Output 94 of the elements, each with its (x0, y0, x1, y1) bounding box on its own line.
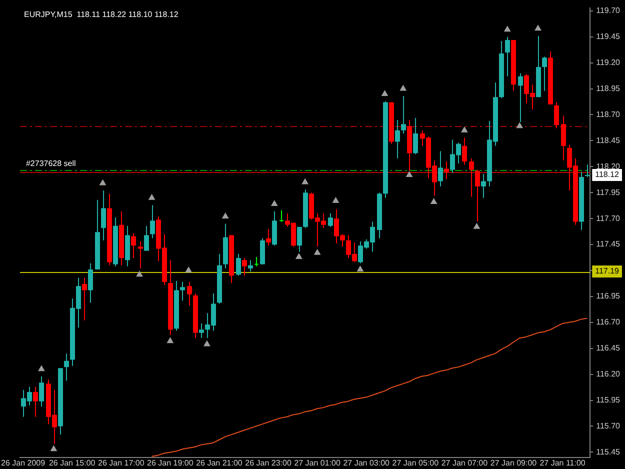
point (148, 194, 155, 200)
x-tick-label: 26 Jan 2009 (1, 458, 46, 468)
y-tick-label: 115.95 (596, 395, 621, 404)
y-tick-label: 118.70 (596, 110, 621, 119)
x-tick-label: 27 Jan 05:00 (392, 458, 440, 468)
annotation: 118.12 (595, 170, 620, 180)
x-tick-label: 27 Jan 07:00 (441, 458, 488, 468)
chart-title: EURJPY,M15 118.11 118.22 118.10 118.12 (24, 10, 179, 20)
candlestick (236, 253, 241, 276)
candlestick (180, 281, 185, 302)
point (474, 223, 480, 229)
point (204, 340, 210, 346)
candlestick (561, 115, 566, 161)
point (185, 267, 192, 272)
candlestick (131, 232, 136, 259)
candlestick (266, 228, 271, 246)
y-tick-label: 117.45 (596, 240, 621, 249)
candlestick (297, 226, 302, 252)
candlestick (272, 210, 277, 246)
candlestick (260, 238, 265, 265)
candlestick (39, 376, 44, 408)
y-tick-label: 118.20 (596, 162, 621, 171)
candlestick (279, 210, 284, 222)
candlestick (150, 204, 155, 239)
point (50, 446, 57, 452)
candlestick (413, 117, 418, 155)
candlestick (475, 169, 480, 222)
candlestick (481, 173, 486, 198)
candlestick (199, 322, 204, 338)
ref-line-label: #2737628 sell (26, 158, 76, 168)
candlestick (462, 137, 467, 166)
point (296, 254, 302, 259)
y-tick-label: 116.45 (596, 344, 621, 353)
candlestick (88, 262, 93, 304)
y-tick-label: 115.45 (596, 447, 621, 456)
y-tick-label: 117.95 (596, 188, 621, 197)
candlestick (144, 225, 149, 252)
point (382, 90, 388, 96)
y-tick-label: 116.95 (596, 292, 621, 301)
candlestick (542, 56, 547, 92)
candlestick (187, 281, 192, 306)
x-tick-label: 26 Jan 19:00 (147, 458, 194, 468)
point (271, 200, 278, 206)
point (302, 178, 308, 184)
x-tick-label: 27 Jan 11:00 (540, 458, 586, 468)
point (357, 266, 364, 272)
point (136, 271, 143, 277)
candlestick (101, 190, 106, 241)
y-tick-label: 119.70 (596, 6, 621, 16)
y-tick-label: 116.20 (596, 370, 621, 379)
candlestick (438, 150, 443, 187)
point (534, 25, 542, 31)
candlestick (395, 119, 400, 159)
point (167, 338, 174, 344)
point (332, 197, 339, 203)
candlestick (33, 386, 38, 418)
point (461, 126, 468, 132)
y-tick-label: 119.45 (596, 32, 621, 42)
candlestick (469, 158, 474, 198)
y-tick-label: 118.95 (596, 84, 621, 93)
candlestick (444, 160, 449, 180)
point (430, 198, 437, 204)
candlestick (505, 36, 510, 77)
y-tick-label: 118.45 (596, 136, 621, 145)
candlestick (554, 102, 559, 129)
x-tick-label: 27 Jan 01:00 (294, 458, 341, 468)
candlestick (518, 72, 523, 123)
candlestick (242, 258, 247, 276)
point (504, 26, 510, 32)
y-tick-label: 119.20 (596, 58, 621, 68)
y-tick-label: 117.70 (596, 214, 621, 223)
point (400, 85, 406, 91)
candlestick (401, 96, 406, 134)
point (100, 180, 106, 186)
candlestick (138, 240, 143, 269)
point (38, 366, 45, 372)
x-tick-label: 26 Jan 21:00 (196, 458, 243, 468)
x-tick-label: 27 Jan 09:00 (490, 458, 538, 468)
candlestick (64, 353, 69, 382)
y-tick-label: 115.70 (596, 421, 621, 430)
candlestick (254, 256, 259, 267)
candlestick (328, 212, 333, 228)
x-tick-label: 26 Jan 17:00 (98, 458, 145, 468)
x-tick-label: 27 Jan 03:00 (343, 458, 390, 468)
ref-line-label: 117.19 (595, 266, 620, 276)
point (314, 249, 320, 255)
point (406, 171, 412, 177)
point (516, 122, 523, 128)
x-tick-label: 26 Jan 15:00 (48, 458, 96, 468)
candlestick (82, 277, 87, 321)
point (222, 213, 228, 219)
candlestick (248, 260, 253, 272)
y-tick-label: 116.70 (596, 318, 621, 327)
x-tick-label: 26 Jan 23:00 (245, 458, 292, 468)
